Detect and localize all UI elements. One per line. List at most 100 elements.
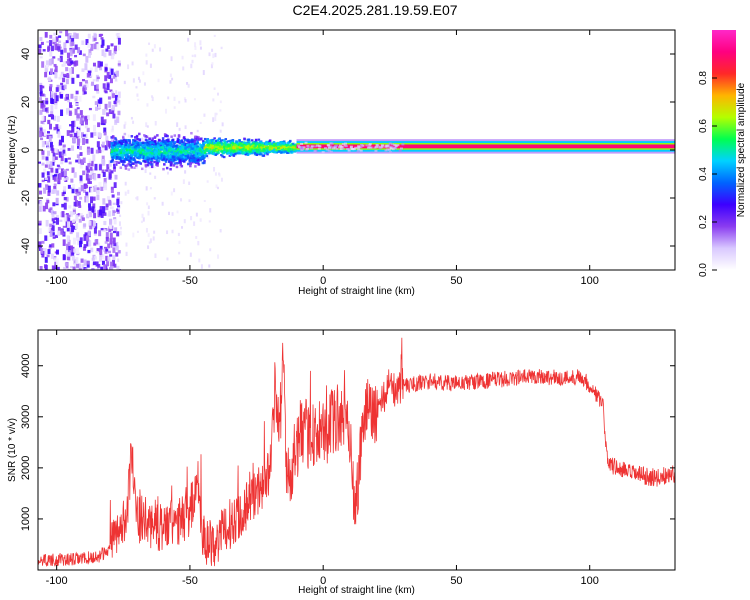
heatmap-cell [132, 148, 136, 151]
heatmap-cell [229, 141, 233, 144]
heatmap-cell [232, 147, 235, 150]
heatmap-cell [149, 157, 152, 160]
heatmap-cell [164, 154, 168, 158]
heatmap-cell [93, 227, 97, 234]
heatmap-cell [44, 177, 48, 180]
heatmap-cell [230, 150, 233, 153]
heatmap-cell [133, 136, 137, 139]
heatmap-cell [88, 240, 92, 247]
heatmap-cell [112, 206, 115, 209]
heatmap-cell [92, 261, 96, 266]
heatmap-cell [146, 156, 149, 159]
heatmap-cell [62, 149, 66, 156]
heatmap-cell [112, 202, 116, 205]
heatmap-cell [203, 146, 207, 149]
heatmap-cell [199, 138, 203, 141]
heatmap-cell [106, 71, 110, 79]
heatmap-cell [50, 93, 54, 98]
heatmap-cell [213, 142, 216, 145]
heatmap-cell [96, 91, 100, 94]
heatmap-cell [195, 135, 199, 139]
heatmap-cell [356, 150, 360, 153]
heatmap-cell [63, 215, 67, 222]
heatmap-cell [99, 61, 103, 67]
heatmap-cell [95, 88, 99, 92]
x-tick-label: 50 [450, 275, 462, 287]
heatmap-cell [55, 258, 59, 266]
heatmap-cell [103, 131, 107, 136]
heatmap-cell [52, 221, 56, 225]
heatmap-cell [142, 155, 146, 158]
heatmap-cell [165, 153, 168, 156]
heatmap-cell [69, 124, 73, 127]
heatmap-cell [169, 80, 172, 84]
heatmap-cell [88, 107, 92, 111]
heatmap-cell [136, 230, 139, 233]
heatmap-cell [112, 75, 116, 79]
heatmap-cell [123, 124, 126, 129]
x-tick-label: 0 [320, 575, 326, 587]
heatmap-cell [135, 134, 139, 138]
y-tick-label: 3000 [20, 405, 32, 429]
heatmap-cell [266, 153, 269, 156]
heatmap-cell [286, 144, 289, 147]
heatmap-cell [220, 153, 223, 157]
heatmap-cell [52, 56, 56, 59]
heatmap-cell [196, 158, 199, 162]
heatmap-cell [168, 147, 171, 150]
heatmap-cell [100, 33, 104, 36]
heatmap-cell [265, 146, 268, 149]
heatmap-cell [100, 228, 104, 231]
heatmap-cell [98, 164, 102, 171]
heatmap-cell [52, 174, 56, 178]
heatmap-cell [49, 230, 53, 237]
heatmap-cell [201, 146, 205, 149]
heatmap-cell [180, 154, 183, 157]
heatmap-cell [200, 264, 203, 269]
heatmap-cell [138, 132, 141, 136]
heatmap-cell [68, 102, 72, 108]
heatmap-cell [113, 152, 116, 155]
heatmap-cell [194, 46, 197, 50]
heatmap-cell [347, 149, 351, 152]
heatmap-cell [77, 130, 81, 137]
heatmap-cell [133, 166, 136, 170]
heatmap-cell [182, 155, 186, 159]
heatmap-cell [120, 154, 123, 157]
heatmap-cell [46, 199, 50, 204]
heatmap-cell [216, 140, 220, 143]
heatmap-cell [146, 202, 149, 206]
heatmap-cell [93, 124, 97, 132]
heatmap-cell [54, 174, 58, 177]
heatmap-cell [146, 139, 149, 142]
heatmap-cell [124, 181, 127, 186]
heatmap-cell [111, 137, 114, 142]
heatmap-cell [256, 148, 260, 152]
heatmap-cell [178, 127, 181, 131]
heatmap-cell [173, 162, 177, 165]
heatmap-cell [171, 159, 174, 163]
heatmap-cell [187, 148, 191, 151]
heatmap-cell [173, 188, 176, 193]
heatmap-cell [93, 212, 97, 219]
heatmap-cell [231, 141, 234, 145]
heatmap-cell [115, 161, 119, 164]
heatmap-cell [180, 198, 183, 202]
heatmap-cell [66, 94, 70, 100]
heatmap-cell [255, 141, 258, 145]
colorbar-tick-label: 0.2 [698, 215, 709, 229]
heatmap-cell [120, 142, 124, 146]
heatmap-cell [196, 147, 200, 151]
heatmap-cell [75, 188, 79, 192]
heatmap-cell [153, 149, 156, 152]
heatmap-cell [132, 139, 135, 142]
heatmap-cell [113, 100, 117, 105]
heatmap-cell [263, 149, 266, 152]
heatmap-cell [169, 141, 173, 144]
heatmap-cell [117, 45, 120, 51]
heatmap-cell [101, 39, 105, 46]
heatmap-cell [135, 140, 138, 144]
heatmap-cell [121, 154, 125, 158]
heatmap-cell [63, 73, 67, 77]
heatmap-cell [248, 150, 252, 153]
